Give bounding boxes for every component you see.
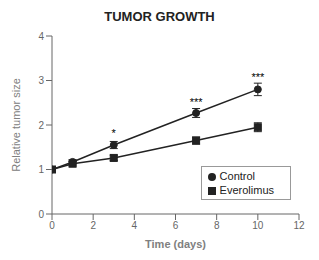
svg-text:Relative tumor size: Relative tumor size (10, 78, 22, 172)
svg-text:0: 0 (49, 220, 55, 231)
svg-text:*: * (112, 127, 117, 139)
svg-text:3: 3 (38, 75, 44, 86)
html-text:Control: Control (219, 170, 256, 182)
svg-text:2: 2 (90, 220, 96, 231)
svg-text:6: 6 (173, 220, 179, 231)
svg-text:***: *** (251, 71, 265, 83)
svg-text:Time (days): Time (days) (145, 238, 206, 250)
html-text:Everolimus: Everolimus (219, 184, 274, 196)
html-text:TUMOR GROWTH: TUMOR GROWTH (104, 9, 215, 24)
svg-text:1: 1 (38, 164, 44, 175)
svg-text:4: 4 (38, 31, 44, 42)
svg-text:4: 4 (132, 220, 138, 231)
svg-text:12: 12 (293, 220, 305, 231)
svg-text:2: 2 (38, 120, 44, 131)
svg-text:8: 8 (214, 220, 220, 231)
svg-text:10: 10 (252, 220, 264, 231)
svg-text:***: *** (190, 96, 204, 108)
svg-text:0: 0 (38, 209, 44, 220)
